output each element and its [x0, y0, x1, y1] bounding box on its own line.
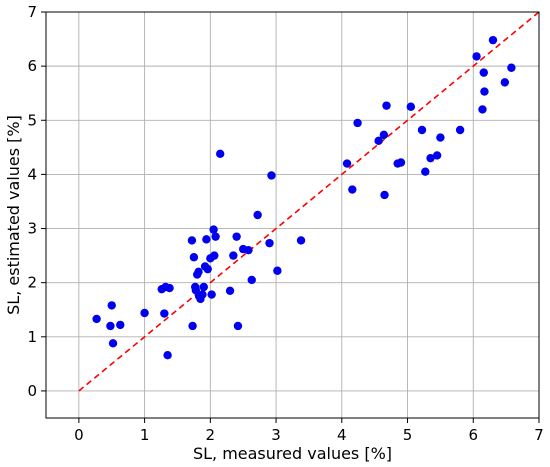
data-point — [215, 149, 225, 159]
data-point — [432, 151, 442, 160]
data-point — [507, 63, 516, 72]
data-point — [421, 167, 430, 176]
data-point — [189, 253, 199, 262]
data-point — [382, 101, 391, 110]
data-point — [253, 210, 262, 220]
y-tick-label: 3 — [27, 220, 37, 238]
data-point — [202, 235, 211, 244]
y-axis-label: SL, estimated values [%] — [4, 115, 23, 315]
x-tick-label: 0 — [74, 426, 84, 444]
data-point — [380, 190, 389, 200]
data-point — [406, 102, 416, 111]
data-point — [426, 153, 435, 163]
x-tick-label: 1 — [140, 426, 150, 444]
reference-line — [78, 11, 540, 392]
data-point — [374, 136, 383, 146]
data-point — [211, 232, 220, 241]
data-point — [207, 290, 216, 299]
y-tick-label: 4 — [27, 165, 37, 183]
data-point — [247, 275, 256, 285]
data-point — [500, 78, 510, 87]
data-point — [198, 290, 207, 299]
data-point — [199, 282, 208, 292]
data-point — [116, 320, 125, 330]
x-tick-label: 6 — [468, 426, 478, 444]
data-point — [188, 321, 197, 331]
data-point — [225, 286, 235, 295]
data-point — [203, 264, 212, 274]
data-point — [488, 35, 498, 45]
data-point — [472, 52, 481, 61]
data-point — [233, 321, 243, 331]
data-point — [273, 266, 282, 275]
x-tick-label: 2 — [206, 426, 216, 444]
x-tick-label: 4 — [337, 426, 347, 444]
x-tick-label: 5 — [403, 426, 413, 444]
data-point — [396, 158, 406, 167]
data-point — [106, 321, 115, 331]
data-point — [296, 236, 306, 245]
data-point — [478, 105, 487, 114]
data-point — [480, 87, 489, 96]
data-point — [187, 236, 197, 245]
data-point — [194, 267, 203, 277]
data-point — [265, 238, 274, 248]
data-point — [455, 125, 465, 135]
y-tick-label: 7 — [27, 3, 37, 21]
x-axis-label: SL, measured values [%] — [193, 444, 392, 463]
x-tick-label: 3 — [271, 426, 281, 444]
y-tick-label: 1 — [27, 328, 37, 346]
data-point — [160, 309, 169, 318]
data-point — [209, 225, 218, 234]
data-point — [417, 125, 427, 135]
data-point — [436, 133, 445, 142]
grid-lines — [46, 11, 540, 418]
data-point — [267, 171, 276, 180]
y-tick-label: 0 — [27, 382, 37, 400]
data-point — [342, 159, 352, 168]
data-point — [165, 283, 174, 293]
data-point — [107, 301, 116, 310]
y-tick-label: 5 — [27, 111, 37, 129]
data-point — [348, 185, 357, 194]
data-point — [229, 251, 238, 260]
data-point — [163, 351, 172, 360]
data-points — [92, 35, 516, 360]
data-point — [92, 314, 101, 324]
data-point — [108, 339, 118, 348]
data-point — [232, 232, 241, 241]
data-point — [210, 251, 219, 260]
data-point — [353, 118, 362, 128]
data-point — [140, 308, 149, 318]
y-tick-label: 6 — [27, 57, 37, 75]
axis-ticks: 0 1 2 3 4 5 6 7 0 1 2 3 4 5 6 7 — [27, 3, 543, 444]
data-point — [244, 245, 253, 255]
data-point — [479, 68, 488, 77]
y-tick-label: 2 — [27, 274, 37, 292]
x-tick-label: 7 — [534, 426, 544, 444]
data-point — [379, 130, 389, 140]
plot-frame — [45, 11, 540, 419]
reference-line-layer — [78, 11, 540, 392]
